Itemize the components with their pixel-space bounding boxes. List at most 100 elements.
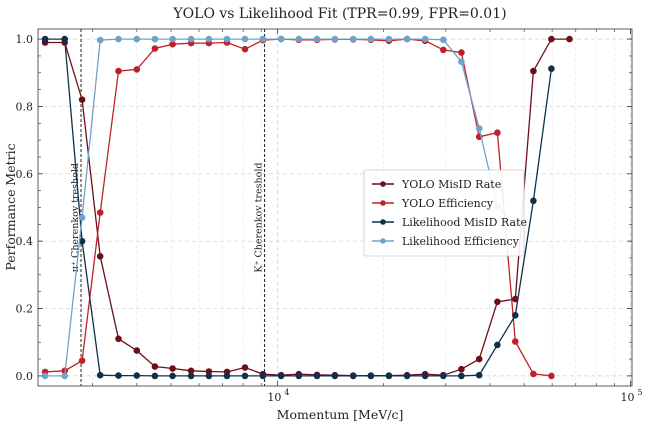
x-tick-label-exponent: 5: [637, 388, 642, 397]
data-point: [259, 372, 267, 380]
x-tick-label: 10: [620, 391, 634, 404]
data-point: [41, 372, 49, 380]
data-point: [458, 365, 465, 373]
data-point: [151, 35, 159, 43]
data-point: [169, 35, 176, 43]
legend: YOLO MisID Rate YOLO Efficiency Likelihood…: [363, 169, 527, 257]
y-axis-title: Performance Metric: [3, 143, 18, 270]
y-tick-label: 0.2: [16, 303, 34, 316]
data-point: [313, 372, 321, 380]
legend-entry: Likelihood MisID Rate: [372, 216, 527, 229]
data-point: [440, 372, 447, 380]
chart-title: YOLO vs Likelihood Fit (TPR=0.99, FPR=0.…: [172, 6, 506, 22]
data-point: [133, 372, 141, 379]
legend-label: YOLO MisID Rate: [401, 178, 501, 191]
data-point: [115, 372, 122, 379]
threshold-label: K⁺ Cherenkov treshold: [254, 163, 265, 273]
data-point: [205, 35, 213, 43]
data-point: [61, 35, 68, 43]
y-tick-label: 1.0: [16, 33, 34, 46]
data-point: [151, 372, 159, 380]
series-layer: [41, 35, 573, 380]
data-point: [331, 372, 339, 380]
data-point: [41, 35, 49, 43]
data-point: [241, 372, 249, 380]
data-point: [349, 372, 357, 380]
data-point: [295, 35, 303, 43]
legend-marker: [380, 238, 386, 244]
y-tick-label: 0.4: [16, 235, 34, 248]
data-point: [115, 335, 122, 343]
legend-label: Likelihood Efficiency: [402, 235, 520, 248]
data-point: [530, 67, 537, 75]
legend-label: Likelihood MisID Rate: [402, 216, 527, 229]
data-point: [115, 35, 122, 43]
data-point: [421, 35, 429, 43]
data-point: [512, 312, 519, 319]
data-point: [241, 45, 249, 53]
data-point: [223, 372, 231, 380]
data-point: [169, 372, 176, 380]
data-point: [187, 35, 195, 43]
data-point: [277, 35, 285, 43]
data-point: [295, 372, 303, 380]
data-point: [494, 298, 501, 306]
threshold-label: π⁺ Cherenkov treshold: [70, 163, 81, 272]
data-point: [566, 35, 573, 43]
series-line: [45, 38, 570, 377]
legend-marker: [380, 219, 386, 225]
data-point: [458, 58, 465, 66]
data-point: [548, 35, 555, 43]
data-point: [421, 372, 429, 380]
data-point: [458, 49, 465, 56]
series-likelihood-efficiency: [41, 35, 519, 380]
data-point: [61, 372, 68, 380]
x-axis-title: Momentum [MeV/c]: [277, 407, 404, 422]
data-point: [133, 66, 141, 73]
data-point: [78, 214, 86, 221]
data-point: [115, 67, 122, 75]
data-point: [440, 46, 447, 54]
data-point: [349, 35, 357, 43]
legend-box: [363, 169, 525, 257]
legend-label: YOLO Efficiency: [401, 197, 494, 210]
data-point: [458, 372, 465, 380]
data-point: [367, 372, 375, 380]
data-point: [133, 347, 141, 354]
y-tick-label: 0.0: [16, 370, 34, 383]
data-point: [475, 125, 483, 132]
data-point: [96, 371, 104, 379]
data-point: [475, 355, 483, 363]
legend-entry: YOLO MisID Rate: [372, 178, 501, 191]
data-point: [331, 35, 339, 43]
legend-marker: [380, 181, 386, 187]
data-point: [169, 365, 176, 372]
data-point: [259, 35, 267, 43]
data-point: [187, 372, 195, 380]
data-point: [78, 96, 86, 103]
data-point: [548, 372, 555, 380]
data-point: [367, 35, 375, 43]
threshold-lines: π⁺ Cherenkov treshold K⁺ Cherenkov tresho…: [70, 29, 266, 386]
data-point: [403, 35, 411, 43]
data-point: [96, 252, 104, 260]
x-tick-label: 10: [267, 391, 281, 404]
data-point: [494, 341, 501, 349]
data-point: [241, 35, 249, 43]
data-point: [548, 65, 555, 72]
data-point: [205, 372, 213, 380]
data-point: [385, 372, 393, 380]
series-likelihood-misid-rate: [41, 35, 555, 380]
data-point: [133, 35, 141, 43]
data-point: [530, 197, 537, 205]
data-point: [96, 209, 104, 216]
legend-marker: [380, 200, 386, 206]
legend-entry: Likelihood Efficiency: [372, 235, 520, 248]
axis-ticks: 0.00.20.40.60.81.010 4 10 5: [16, 29, 643, 404]
data-point: [313, 35, 321, 43]
data-point: [96, 36, 104, 44]
data-point: [440, 36, 447, 44]
y-tick-label: 0.8: [16, 100, 34, 113]
